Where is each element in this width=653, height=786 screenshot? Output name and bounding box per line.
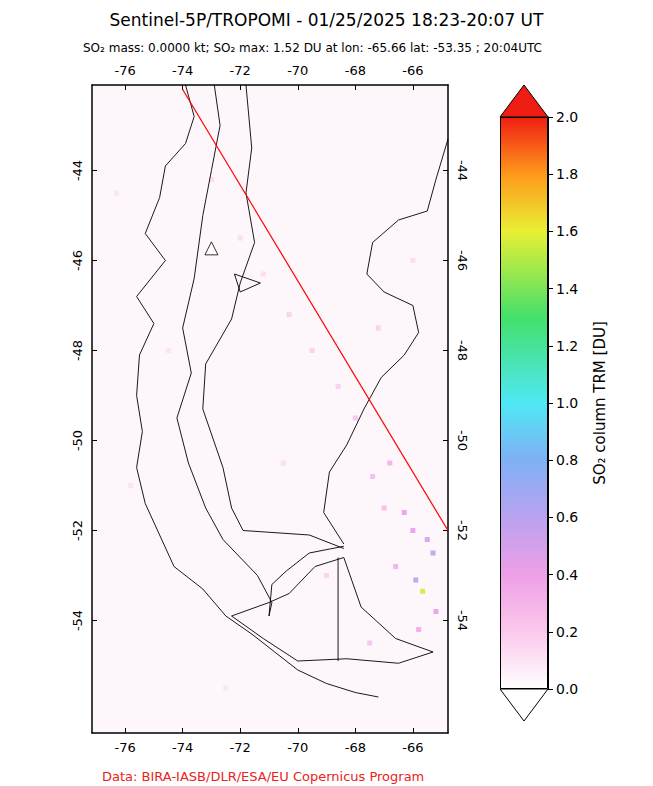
svg-text:SO₂ column TRM [DU]: SO₂ column TRM [DU] bbox=[591, 321, 609, 485]
svg-text:0.6: 0.6 bbox=[556, 509, 578, 525]
svg-text:-52: -52 bbox=[70, 520, 85, 541]
svg-text:Sentinel-5P/TROPOMI - 01/25/20: Sentinel-5P/TROPOMI - 01/25/2025 18:23-2… bbox=[110, 10, 544, 30]
svg-text:0.2: 0.2 bbox=[556, 624, 578, 640]
svg-text:-72: -72 bbox=[230, 63, 251, 78]
svg-text:0.8: 0.8 bbox=[556, 452, 578, 468]
svg-text:-66: -66 bbox=[402, 740, 423, 755]
svg-text:1.6: 1.6 bbox=[556, 223, 578, 239]
svg-text:-46: -46 bbox=[455, 250, 470, 271]
svg-text:-46: -46 bbox=[70, 250, 85, 271]
svg-text:-44: -44 bbox=[70, 160, 85, 181]
svg-text:1.2: 1.2 bbox=[556, 338, 578, 354]
svg-text:-76: -76 bbox=[114, 740, 135, 755]
svg-text:-68: -68 bbox=[345, 63, 366, 78]
svg-text:-74: -74 bbox=[172, 740, 193, 755]
svg-text:-68: -68 bbox=[345, 740, 366, 755]
svg-text:SO₂ mass: 0.0000 kt; SO₂ max:: SO₂ mass: 0.0000 kt; SO₂ max: 1.52 DU at… bbox=[83, 41, 542, 55]
svg-text:-48: -48 bbox=[70, 340, 85, 361]
svg-text:-54: -54 bbox=[70, 610, 85, 631]
svg-text:1.8: 1.8 bbox=[556, 166, 578, 182]
svg-text:-70: -70 bbox=[287, 740, 308, 755]
svg-text:-76: -76 bbox=[114, 63, 135, 78]
svg-text:0.0: 0.0 bbox=[556, 681, 578, 697]
svg-text:1.0: 1.0 bbox=[556, 395, 578, 411]
svg-text:-50: -50 bbox=[455, 430, 470, 451]
svg-text:Data: BIRA-IASB/DLR/ESA/EU Cop: Data: BIRA-IASB/DLR/ESA/EU Copernicus Pr… bbox=[102, 769, 424, 784]
svg-text:-54: -54 bbox=[455, 610, 470, 631]
svg-text:-72: -72 bbox=[230, 740, 251, 755]
svg-text:-48: -48 bbox=[455, 340, 470, 361]
svg-text:-52: -52 bbox=[455, 520, 470, 541]
svg-text:-74: -74 bbox=[172, 63, 193, 78]
svg-text:0.4: 0.4 bbox=[556, 567, 578, 583]
svg-text:-50: -50 bbox=[70, 430, 85, 451]
svg-text:-44: -44 bbox=[455, 160, 470, 181]
svg-text:-70: -70 bbox=[287, 63, 308, 78]
svg-text:1.4: 1.4 bbox=[556, 281, 578, 297]
svg-text:-66: -66 bbox=[402, 63, 423, 78]
svg-text:2.0: 2.0 bbox=[556, 109, 578, 125]
